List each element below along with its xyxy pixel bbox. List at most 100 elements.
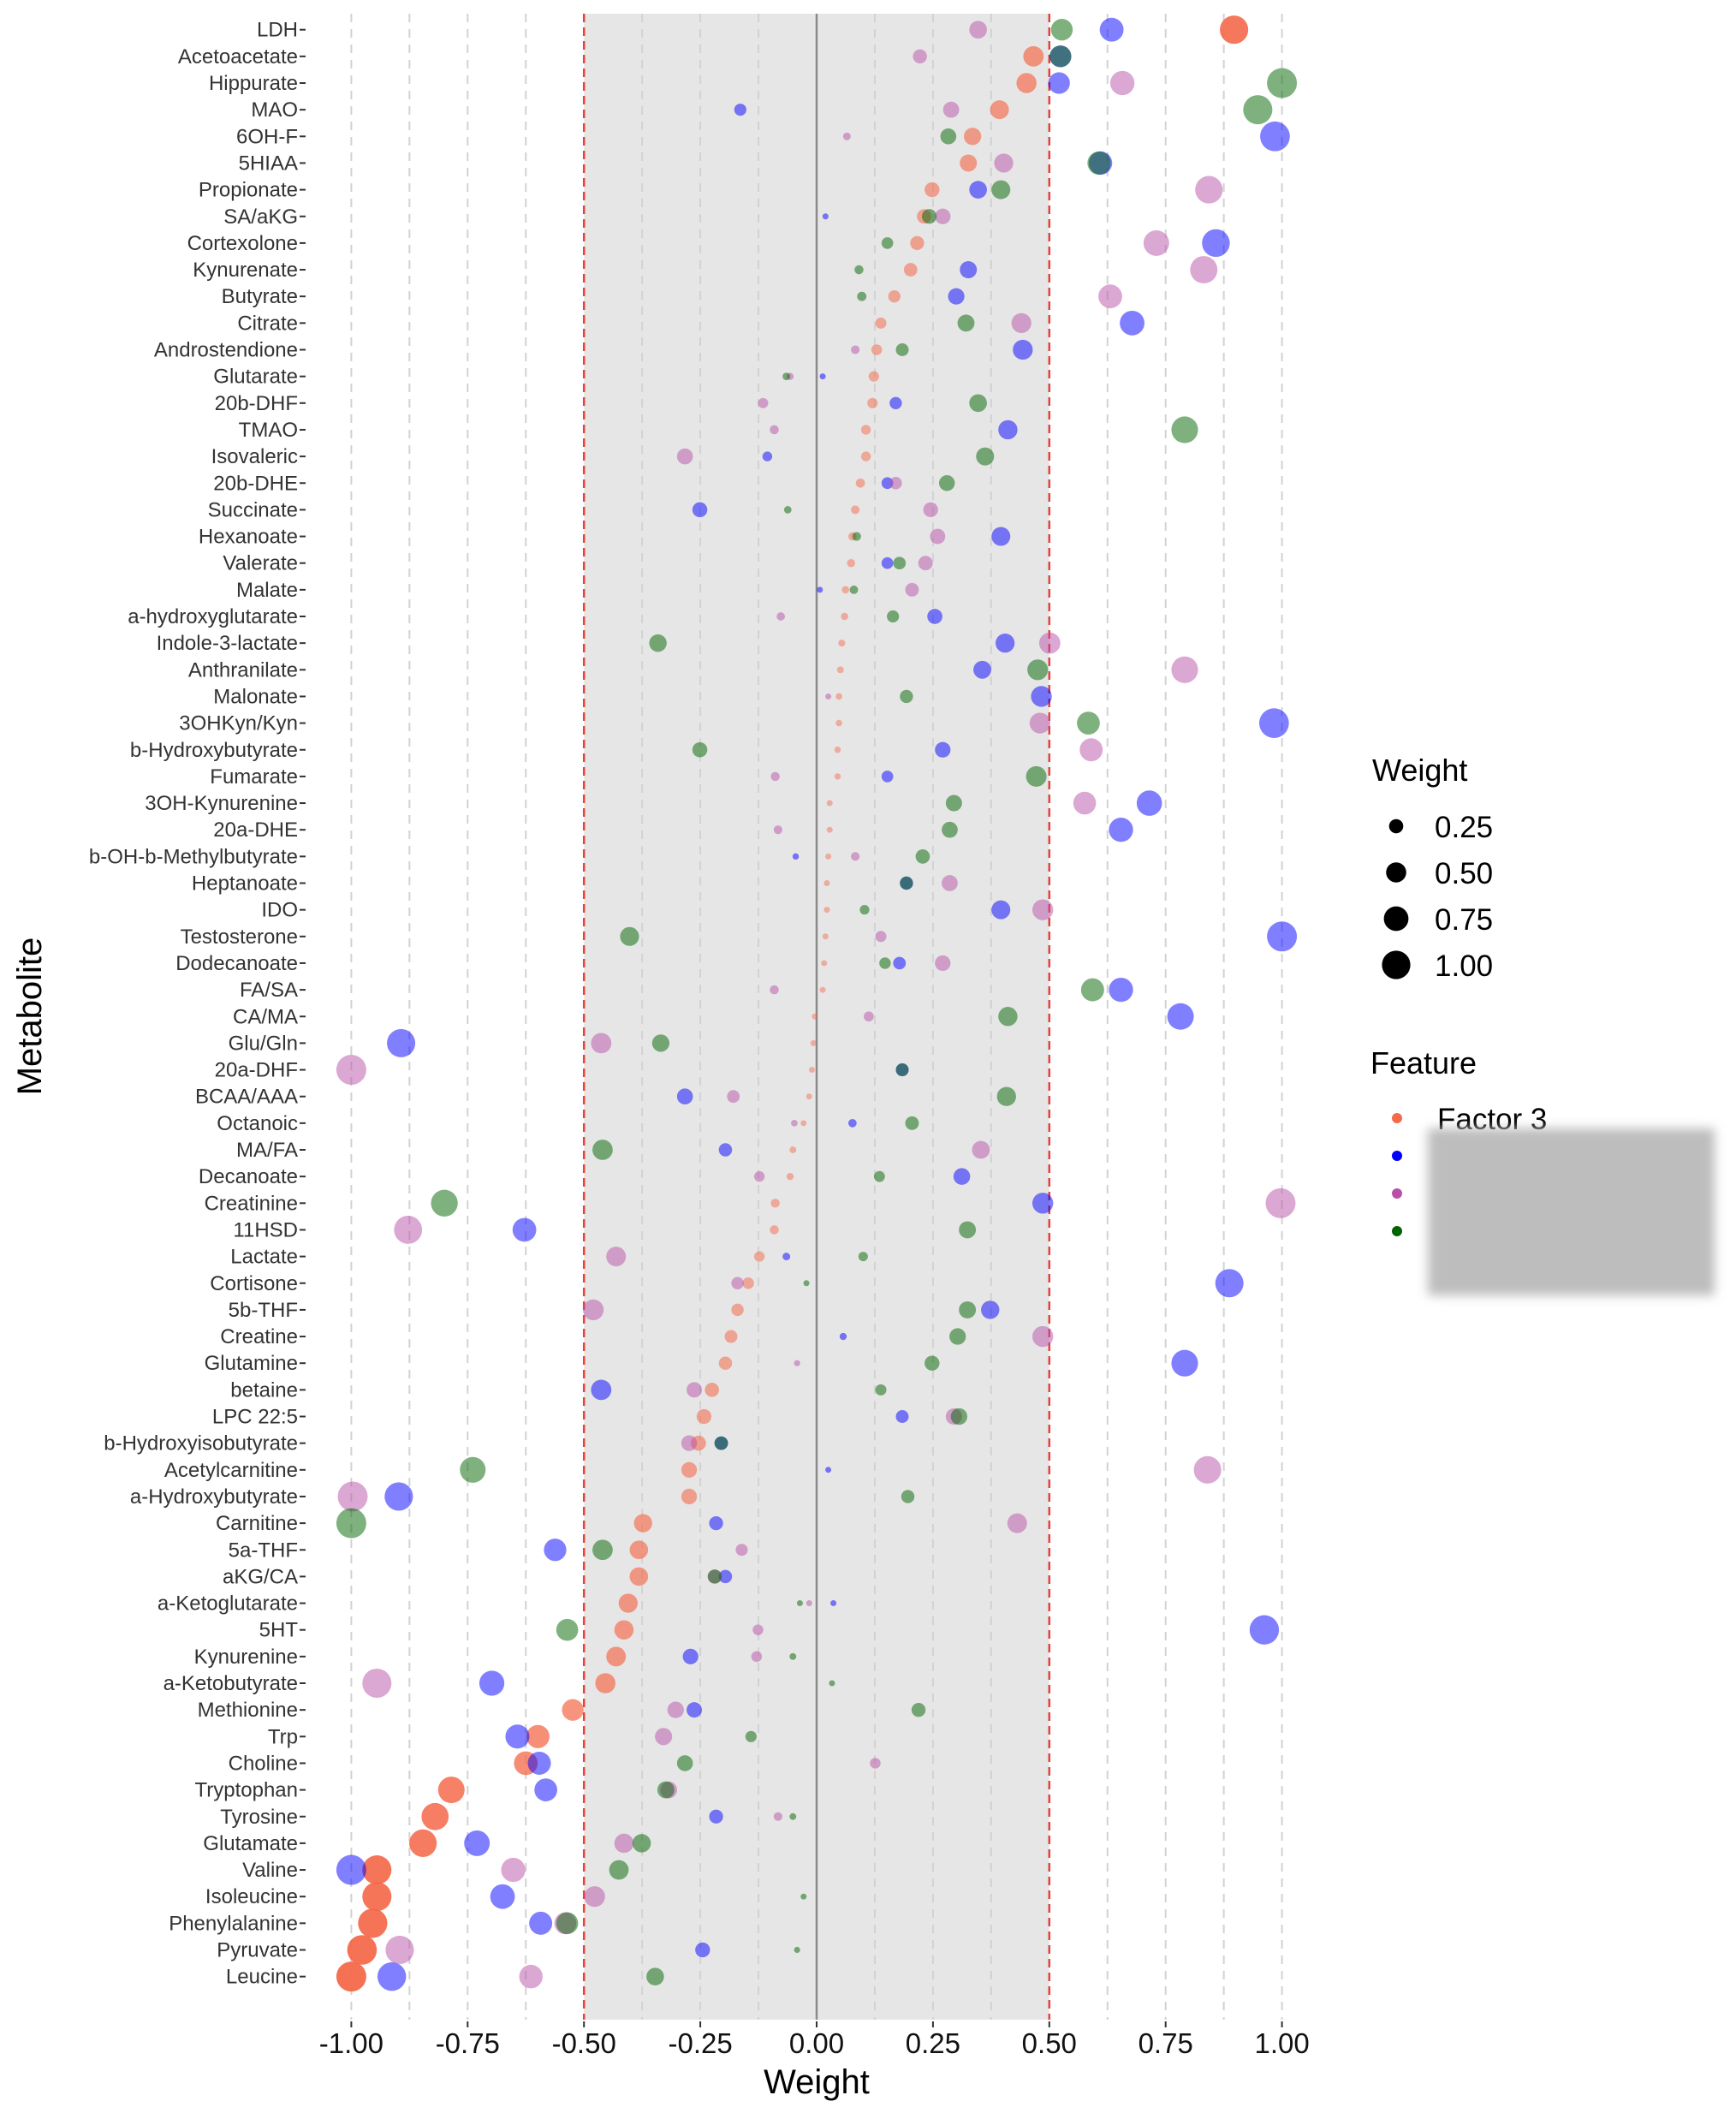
point-series-3 (676, 448, 693, 465)
point-series-3 (889, 477, 902, 490)
point-series-3 (935, 208, 951, 224)
x-tick-label: 0.00 (789, 2027, 844, 2059)
point-series-2 (687, 1702, 703, 1718)
point-series-2 (819, 373, 826, 380)
point-series-3 (1171, 656, 1198, 683)
point-series-1 (867, 397, 878, 408)
point-series-1 (826, 826, 833, 833)
point-series-3 (773, 825, 782, 835)
point-series-1 (718, 1356, 733, 1370)
point-series-3 (935, 955, 951, 972)
size-legend-label: 0.75 (1435, 903, 1493, 937)
point-series-2 (762, 451, 773, 461)
point-series-3 (362, 1668, 392, 1699)
point-series-4 (620, 926, 639, 946)
point-series-1 (614, 1620, 634, 1640)
point-series-4 (940, 128, 957, 145)
point-series-4 (632, 1834, 651, 1853)
point-series-4 (949, 1328, 966, 1345)
point-series-1 (841, 586, 850, 594)
y-tick-label: Valerate (223, 552, 298, 575)
y-tick-label: Leucine (226, 1966, 298, 1989)
y-tick-label: 11HSD (233, 1218, 298, 1241)
point-series-1 (362, 1855, 392, 1885)
point-series-3 (727, 1090, 740, 1104)
point-series-2 (709, 1515, 723, 1531)
point-series-3 (1265, 1187, 1296, 1218)
point-series-4 (829, 1680, 835, 1687)
point-series-1 (770, 1225, 779, 1235)
point-series-4 (657, 1781, 675, 1799)
point-series-2 (1099, 17, 1124, 42)
y-tick-label: Kynurenate (193, 259, 298, 282)
point-series-2 (1249, 1615, 1280, 1645)
x-tick-label: -0.25 (668, 2027, 732, 2059)
y-tick-label: aKG/CA (223, 1565, 298, 1588)
point-series-1 (826, 800, 833, 807)
point-series-2 (718, 1143, 733, 1157)
point-series-1 (595, 1673, 615, 1693)
x-tick-label: 0.25 (906, 2027, 960, 2059)
y-tick-label: 20a-DHF (215, 1059, 298, 1082)
point-series-4 (991, 180, 1011, 199)
point-series-1 (841, 612, 848, 621)
point-series-2 (830, 1600, 837, 1607)
point-series-3 (1031, 899, 1054, 920)
point-series-2 (591, 1379, 612, 1401)
point-series-1 (924, 182, 940, 198)
y-tick-label: Glutamate (203, 1832, 298, 1855)
point-series-4 (911, 1702, 926, 1717)
y-tick-label: 3OH-Kynurenine (145, 792, 298, 815)
y-tick-label: LPC 22:5 (212, 1406, 298, 1429)
point-series-4 (969, 394, 987, 413)
point-series-3 (1073, 791, 1097, 815)
point-series-1 (851, 505, 860, 515)
point-series-2 (505, 1724, 530, 1749)
point-series-1 (1220, 15, 1249, 45)
point-series-4 (803, 1280, 810, 1287)
point-series-4 (858, 1252, 868, 1262)
point-series-4 (796, 1600, 803, 1607)
point-series-2 (1109, 818, 1133, 842)
y-tick-label: 5b-THF (229, 1299, 298, 1322)
point-series-1 (836, 666, 844, 674)
point-series-2 (718, 1569, 733, 1584)
point-series-1 (629, 1567, 649, 1586)
point-series-2 (881, 557, 894, 569)
point-series-2 (969, 181, 987, 199)
point-series-4 (881, 237, 894, 249)
point-series-1 (823, 907, 830, 914)
point-series-1 (731, 1303, 744, 1317)
y-tick-label: Valine (242, 1859, 298, 1882)
point-series-2 (889, 396, 902, 410)
point-series-3 (1190, 256, 1218, 284)
point-series-4 (950, 1408, 968, 1426)
size-legend-dot (1388, 818, 1404, 834)
point-series-4 (789, 1812, 797, 1820)
point-series-3 (870, 1758, 881, 1769)
point-series-4 (959, 1221, 977, 1239)
point-series-2 (1259, 708, 1289, 738)
point-series-3 (752, 1624, 764, 1635)
y-tick-label: Trp (268, 1725, 298, 1748)
point-series-1 (910, 235, 924, 251)
point-series-2 (893, 956, 907, 970)
point-series-2 (991, 527, 1011, 546)
point-series-4 (852, 532, 861, 541)
point-series-1 (835, 693, 842, 700)
point-series-3 (942, 101, 960, 118)
point-series-3 (770, 985, 779, 995)
point-series-2 (895, 1409, 909, 1424)
point-series-1 (705, 1383, 719, 1397)
point-series-2 (822, 213, 829, 220)
point-series-1 (875, 317, 887, 329)
y-tick-label: Indole-3-lactate (157, 632, 298, 655)
x-tick-label: 1.00 (1254, 2027, 1309, 2059)
point-series-3 (972, 1140, 990, 1159)
color-legend-title: Feature (1370, 1045, 1477, 1080)
point-series-4 (857, 291, 867, 301)
size-legend-dot (1386, 862, 1406, 883)
point-series-4 (924, 1355, 940, 1371)
y-tick-label: a-Ketoglutarate (158, 1592, 298, 1616)
